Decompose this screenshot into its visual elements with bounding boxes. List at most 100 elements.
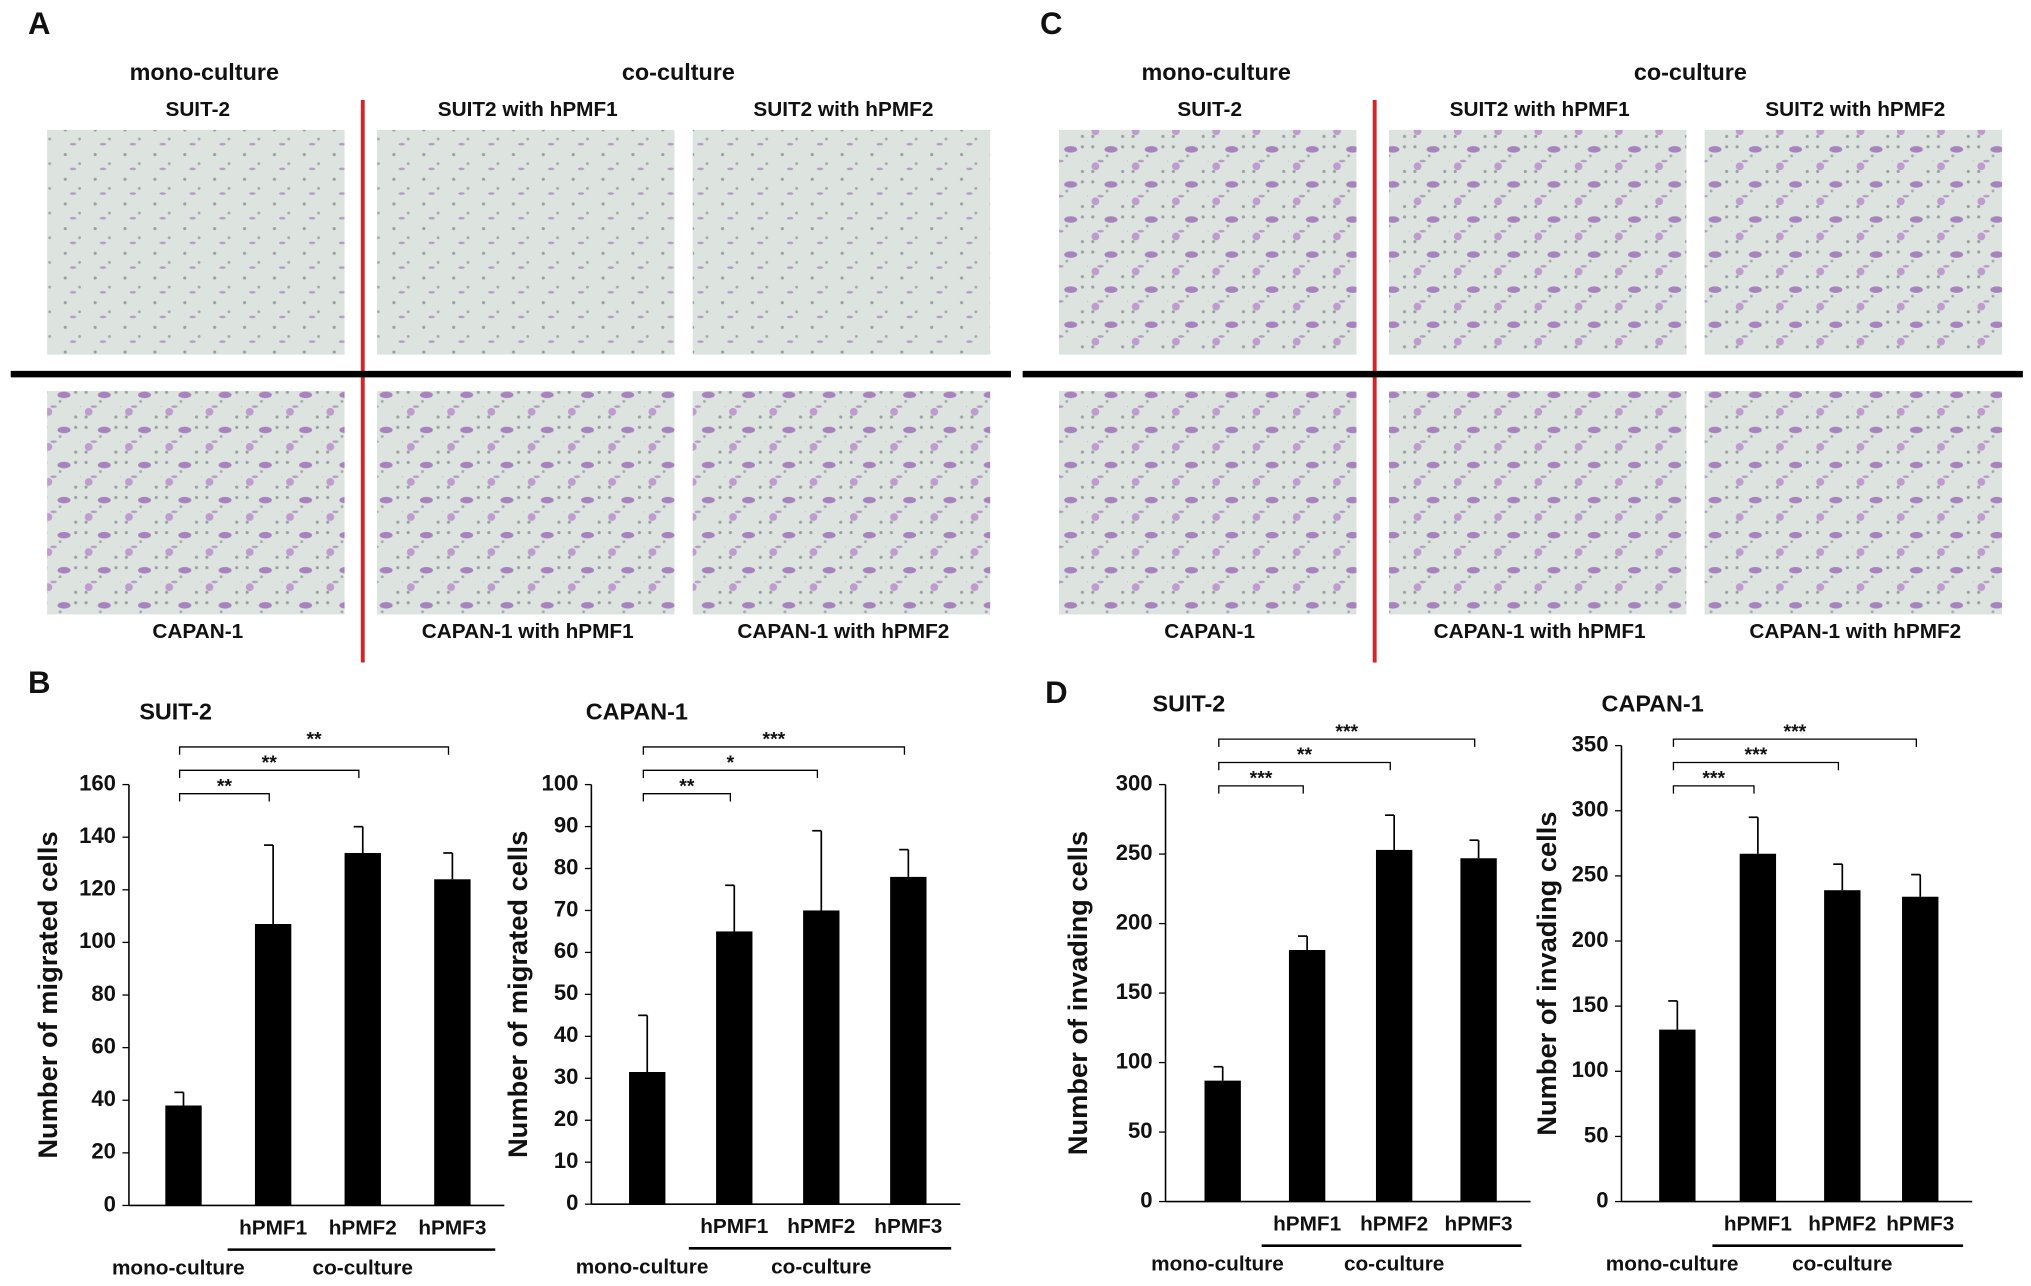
image-caption: CAPAN-1 with hPMF2	[1749, 620, 1961, 643]
chart-title: CAPAN-1	[1602, 691, 1704, 717]
group-label: co-culture	[771, 1255, 871, 1278]
x-tick-label: hPMF2	[1808, 1212, 1876, 1235]
panel-letter: B	[28, 665, 51, 700]
x-tick-label: hPMF2	[1360, 1212, 1428, 1235]
y-tick-label: 10	[554, 1148, 579, 1173]
significance-label: *	[727, 752, 735, 774]
y-tick-label: 80	[91, 981, 116, 1006]
image-caption: SUIT2 with hPMF1	[438, 98, 618, 121]
micrograph	[1704, 390, 2003, 615]
y-tick-label: 100	[542, 770, 579, 795]
bar	[1739, 853, 1777, 1202]
y-tick-label: 20	[91, 1139, 116, 1164]
significance-bracket	[1672, 785, 1755, 794]
significance-label: **	[262, 752, 278, 774]
significance-bracket	[178, 793, 270, 802]
panel-letter: D	[1045, 675, 1068, 710]
y-tick-label: 200	[1116, 909, 1153, 934]
x-tick-label: hPMF2	[787, 1215, 855, 1238]
y-tick-label: 200	[1572, 927, 1609, 952]
micrograph	[377, 129, 675, 355]
significance-bracket	[1218, 785, 1304, 794]
bar	[1460, 858, 1497, 1202]
y-tick-label: 0	[1596, 1187, 1608, 1212]
y-tick-label: 80	[554, 854, 579, 879]
x-tick-label: hPMF1	[700, 1215, 768, 1238]
group-label: co-culture	[1792, 1253, 1892, 1276]
x-tick-label: hPMF2	[329, 1216, 397, 1239]
bar	[344, 852, 381, 1206]
group-heading: co-culture	[622, 59, 735, 85]
group-label: mono-culture	[576, 1255, 709, 1278]
y-tick-label: 150	[1116, 979, 1153, 1004]
significance-label: **	[217, 775, 233, 797]
micrograph	[47, 129, 345, 355]
micrograph	[1059, 390, 1357, 615]
y-tick-label: 50	[1128, 1118, 1153, 1143]
group-label: co-culture	[1344, 1253, 1444, 1276]
micrograph	[692, 390, 991, 615]
image-caption: SUIT2 with hPMF1	[1450, 98, 1630, 121]
y-tick-label: 300	[1572, 797, 1609, 822]
panel-letter: A	[28, 6, 51, 41]
significance-bracket	[642, 793, 732, 802]
y-tick-label: 160	[79, 770, 116, 795]
bar	[803, 910, 840, 1205]
image-caption: SUIT-2	[1177, 98, 1242, 121]
y-axis-label: Number of migrated cells	[32, 831, 63, 1158]
x-tick-label: hPMF3	[874, 1215, 942, 1238]
image-caption: SUIT2 with hPMF2	[753, 98, 933, 121]
y-tick-label: 40	[554, 1022, 579, 1047]
x-tick-label: hPMF3	[1886, 1212, 1954, 1235]
image-caption: CAPAN-1 with hPMF1	[422, 620, 634, 643]
y-tick-label: 250	[1572, 862, 1609, 887]
significance-label: ***	[1784, 721, 1807, 743]
bar	[1902, 896, 1939, 1202]
y-tick-label: 100	[1572, 1057, 1609, 1082]
group-label: mono-culture	[1151, 1253, 1284, 1276]
chart-title: CAPAN-1	[586, 698, 688, 724]
y-tick-label: 70	[554, 896, 579, 921]
y-tick-label: 40	[91, 1086, 116, 1111]
y-axis-label: Number of invading cells	[1062, 831, 1093, 1155]
x-tick-label: hPMF1	[1273, 1212, 1341, 1235]
group-heading: mono-culture	[130, 59, 279, 85]
y-axis-label: Number of migrated cells	[502, 831, 533, 1158]
y-tick-label: 0	[104, 1191, 116, 1216]
image-caption: CAPAN-1 with hPMF2	[737, 620, 949, 643]
micrograph	[1388, 390, 1687, 615]
y-tick-label: 0	[1140, 1187, 1152, 1212]
y-tick-label: 120	[79, 876, 116, 901]
significance-label: **	[1297, 744, 1313, 766]
y-tick-label: 100	[79, 928, 116, 953]
micrograph	[1059, 129, 1357, 355]
significance-label: ***	[1250, 768, 1273, 790]
micrograph	[1704, 129, 2003, 355]
chart-title: SUIT-2	[1153, 691, 1226, 717]
image-caption: CAPAN-1	[152, 620, 243, 643]
image-caption: CAPAN-1	[1164, 620, 1255, 643]
significance-label: ***	[763, 729, 786, 751]
significance-bracket	[1672, 738, 1917, 747]
panel-letter: C	[1040, 6, 1063, 41]
significance-bracket	[1218, 738, 1476, 747]
group-label: mono-culture	[1606, 1253, 1739, 1276]
bar	[1288, 949, 1326, 1202]
significance-label: ***	[1702, 768, 1725, 790]
image-caption: SUIT2 with hPMF2	[1765, 98, 1945, 121]
y-tick-label: 150	[1572, 992, 1609, 1017]
significance-bracket	[178, 769, 360, 779]
y-tick-label: 60	[91, 1033, 116, 1058]
x-tick-label: hPMF3	[418, 1216, 486, 1239]
y-tick-label: 90	[554, 812, 579, 837]
image-caption: SUIT-2	[165, 98, 230, 121]
significance-label: ***	[1745, 744, 1768, 766]
bar	[716, 931, 753, 1205]
y-tick-label: 30	[554, 1064, 579, 1089]
bar	[1824, 890, 1861, 1202]
bar	[434, 879, 471, 1206]
group-label: co-culture	[313, 1257, 413, 1280]
micrograph	[692, 129, 991, 355]
y-tick-label: 60	[554, 938, 579, 963]
